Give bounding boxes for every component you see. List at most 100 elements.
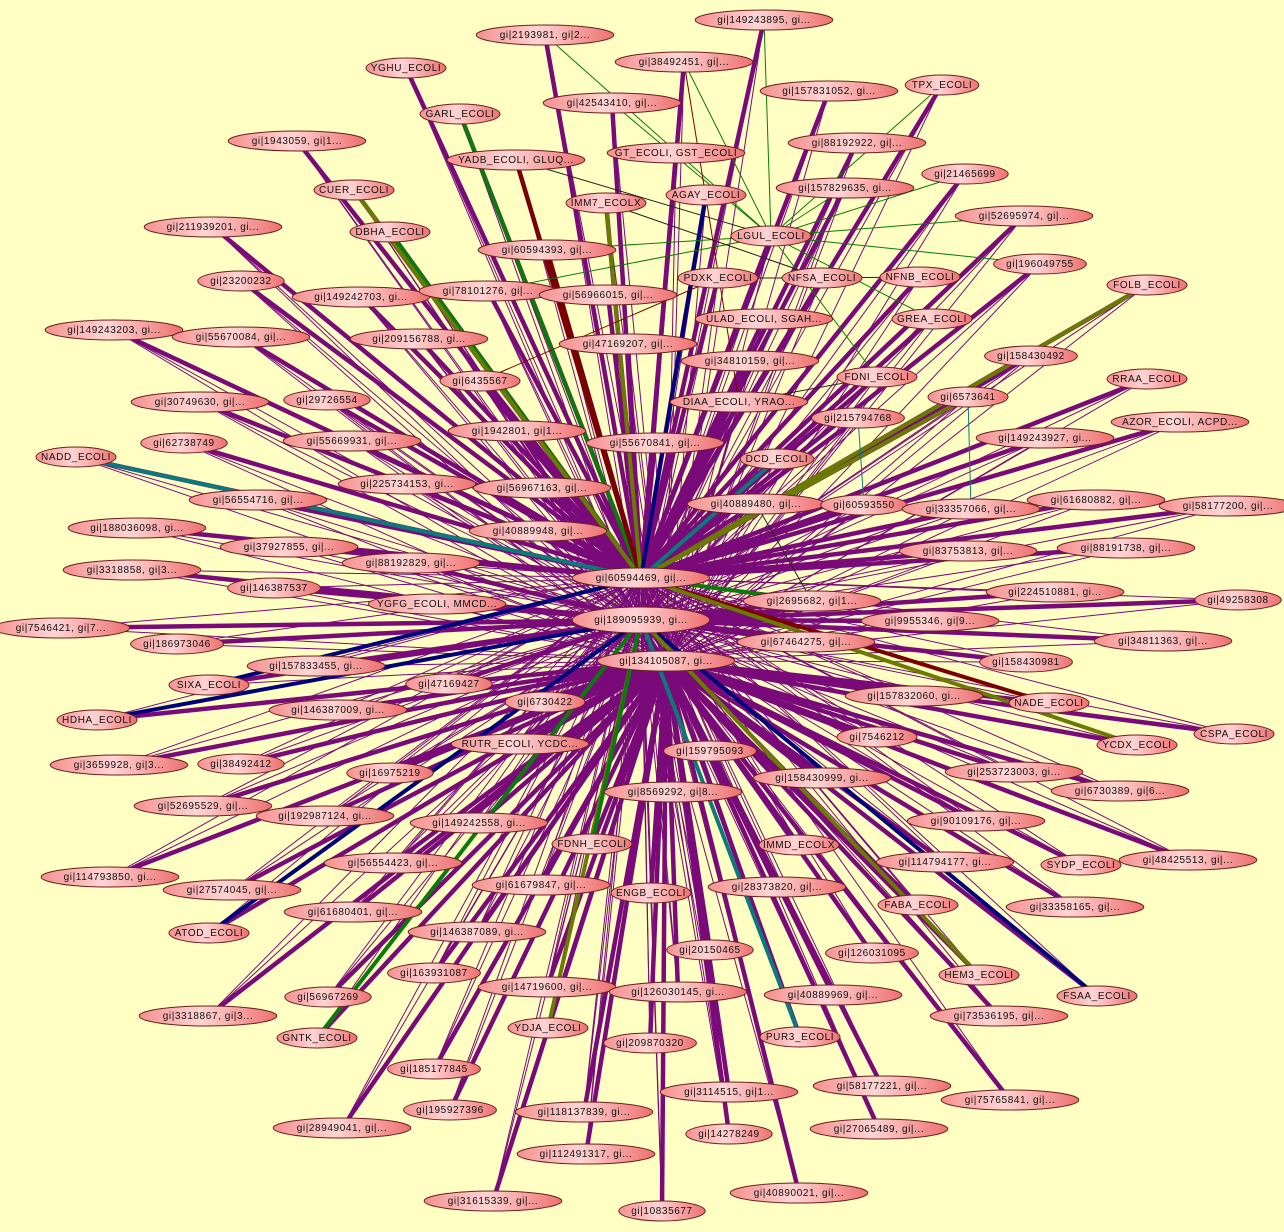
graph-node[interactable]: gi|6573641	[927, 386, 1009, 408]
node-ellipse[interactable]	[446, 149, 586, 171]
graph-node[interactable]: gi|195927396	[403, 1099, 497, 1121]
node-ellipse[interactable]	[558, 333, 698, 355]
node-ellipse[interactable]	[276, 1027, 358, 1049]
node-ellipse[interactable]	[387, 962, 481, 984]
node-ellipse[interactable]	[875, 851, 1015, 873]
graph-node[interactable]: gi|114794177, gi...	[875, 851, 1015, 873]
graph-node[interactable]: gi|52695974, gi|...	[954, 205, 1094, 227]
graph-node[interactable]: gi|149242558, gi...	[409, 812, 549, 834]
node-ellipse[interactable]	[901, 498, 1041, 520]
node-ellipse[interactable]	[227, 130, 367, 152]
graph-node[interactable]: gi|33358165, gi|...	[1005, 896, 1145, 918]
graph-node[interactable]: gi|40889480, gi|...	[686, 493, 826, 515]
node-ellipse[interactable]	[694, 9, 834, 31]
graph-node[interactable]: gi|56967269	[284, 986, 372, 1008]
graph-node[interactable]: gi|61680882, gi|...	[1026, 489, 1166, 511]
graph-node[interactable]: gi|40889948, gi|...	[468, 520, 608, 542]
graph-node[interactable]: gi|149243203, gi...	[44, 319, 184, 341]
graph-node[interactable]: ULAD_ECOLI, SGAH...	[694, 308, 834, 330]
node-ellipse[interactable]	[686, 493, 826, 515]
node-ellipse[interactable]	[610, 882, 692, 904]
graph-node[interactable]: IMM7_ECOLX	[565, 192, 647, 214]
graph-node[interactable]: gi|185177845	[387, 1058, 481, 1080]
node-ellipse[interactable]	[906, 810, 1046, 832]
graph-node[interactable]: gi|31615339, gi|...	[423, 1190, 563, 1212]
node-ellipse[interactable]	[475, 24, 615, 46]
graph-node[interactable]: gi|114793850, gi...	[40, 866, 180, 888]
node-ellipse[interactable]	[904, 74, 980, 96]
node-ellipse[interactable]	[781, 267, 863, 289]
graph-node[interactable]: gi|29726554	[283, 389, 371, 411]
node-ellipse[interactable]	[349, 328, 489, 350]
graph-node[interactable]: YGFG_ECOLI, MMCD...	[367, 593, 507, 615]
graph-node[interactable]: gi|146387009, gi...	[268, 699, 408, 721]
node-ellipse[interactable]	[255, 805, 395, 827]
graph-node[interactable]: gi|49258308	[1194, 589, 1282, 611]
hub-node[interactable]: gi|134105087, gi...	[596, 650, 736, 672]
node-ellipse[interactable]	[227, 577, 321, 599]
node-ellipse[interactable]	[608, 981, 748, 1003]
graph-node[interactable]: FOLB_ECOLI	[1106, 274, 1188, 296]
node-ellipse[interactable]	[1158, 495, 1284, 517]
node-ellipse[interactable]	[283, 901, 423, 923]
graph-node[interactable]: gi|55669931, gi|...	[282, 430, 422, 452]
node-ellipse[interactable]	[507, 1017, 589, 1039]
node-ellipse[interactable]	[477, 976, 617, 998]
node-ellipse[interactable]	[44, 319, 184, 341]
graph-node[interactable]: RRAA_ECOLI	[1106, 368, 1188, 390]
node-ellipse[interactable]	[763, 984, 903, 1006]
node-ellipse[interactable]	[1056, 537, 1196, 559]
node-ellipse[interactable]	[860, 610, 1000, 632]
node-ellipse[interactable]	[268, 699, 408, 721]
node-ellipse[interactable]	[603, 781, 743, 803]
node-ellipse[interactable]	[938, 964, 1020, 986]
node-ellipse[interactable]	[468, 520, 608, 542]
node-ellipse[interactable]	[504, 691, 586, 713]
graph-node[interactable]: gi|21465699	[921, 163, 1009, 185]
graph-node[interactable]: SIXA_ECOLI	[168, 674, 250, 696]
node-ellipse[interactable]	[197, 753, 285, 775]
graph-node[interactable]: gi|27065489, gi|...	[809, 1118, 949, 1140]
graph-node[interactable]: gi|6435567	[439, 370, 521, 392]
graph-node[interactable]: gi|158430492	[984, 345, 1078, 367]
graph-node[interactable]: DCD_ECOLI	[739, 448, 815, 470]
graph-node[interactable]: CUER_ECOLI	[313, 179, 395, 201]
node-ellipse[interactable]	[663, 740, 757, 762]
node-ellipse[interactable]	[1050, 780, 1190, 802]
node-ellipse[interactable]	[140, 432, 228, 454]
graph-node[interactable]: gi|157833455, gi...	[246, 655, 386, 677]
graph-node[interactable]: gi|16975219	[346, 762, 434, 784]
graph-node[interactable]: gi|158430981	[979, 651, 1073, 673]
graph-node[interactable]: gi|34810159, gi|...	[680, 350, 820, 372]
graph-node[interactable]: gi|14278249	[685, 1123, 773, 1145]
node-ellipse[interactable]	[219, 536, 359, 558]
node-ellipse[interactable]	[993, 253, 1087, 275]
graph-node[interactable]: gi|3114515, gi|1...	[659, 1081, 799, 1103]
node-ellipse[interactable]	[759, 1026, 841, 1048]
node-ellipse[interactable]	[940, 1089, 1080, 1111]
node-ellipse[interactable]	[927, 386, 1009, 408]
node-ellipse[interactable]	[538, 284, 678, 306]
node-ellipse[interactable]	[596, 650, 736, 672]
graph-node[interactable]: gi|67464275, gi|...	[736, 631, 876, 653]
graph-node[interactable]: gi|88191738, gi|...	[1056, 537, 1196, 559]
graph-node[interactable]: gi|9955346, gi|9...	[860, 610, 1000, 632]
graph-node[interactable]: gi|38492451, gi|...	[614, 51, 754, 73]
node-ellipse[interactable]	[282, 430, 422, 452]
node-ellipse[interactable]	[130, 391, 270, 413]
graph-node[interactable]: AGAY_ECOLI	[665, 184, 747, 206]
node-ellipse[interactable]	[450, 733, 590, 755]
graph-node[interactable]: gi|1943059, gi|1...	[227, 130, 367, 152]
node-ellipse[interactable]	[365, 57, 447, 79]
graph-node[interactable]: YDJA_ECOLI	[507, 1017, 589, 1039]
graph-node[interactable]: gi|10835677	[618, 1200, 706, 1222]
node-ellipse[interactable]	[1106, 368, 1188, 390]
node-ellipse[interactable]	[759, 80, 899, 102]
node-ellipse[interactable]	[618, 1200, 706, 1222]
graph-node[interactable]: FSAA_ECOLI	[1056, 985, 1138, 1007]
node-ellipse[interactable]	[49, 754, 189, 776]
node-ellipse[interactable]	[514, 1101, 654, 1123]
graph-node[interactable]: gi|88192922, gi|...	[787, 132, 927, 154]
graph-node[interactable]: RUTR_ECOLI, YCDC...	[450, 733, 590, 755]
node-ellipse[interactable]	[565, 192, 647, 214]
